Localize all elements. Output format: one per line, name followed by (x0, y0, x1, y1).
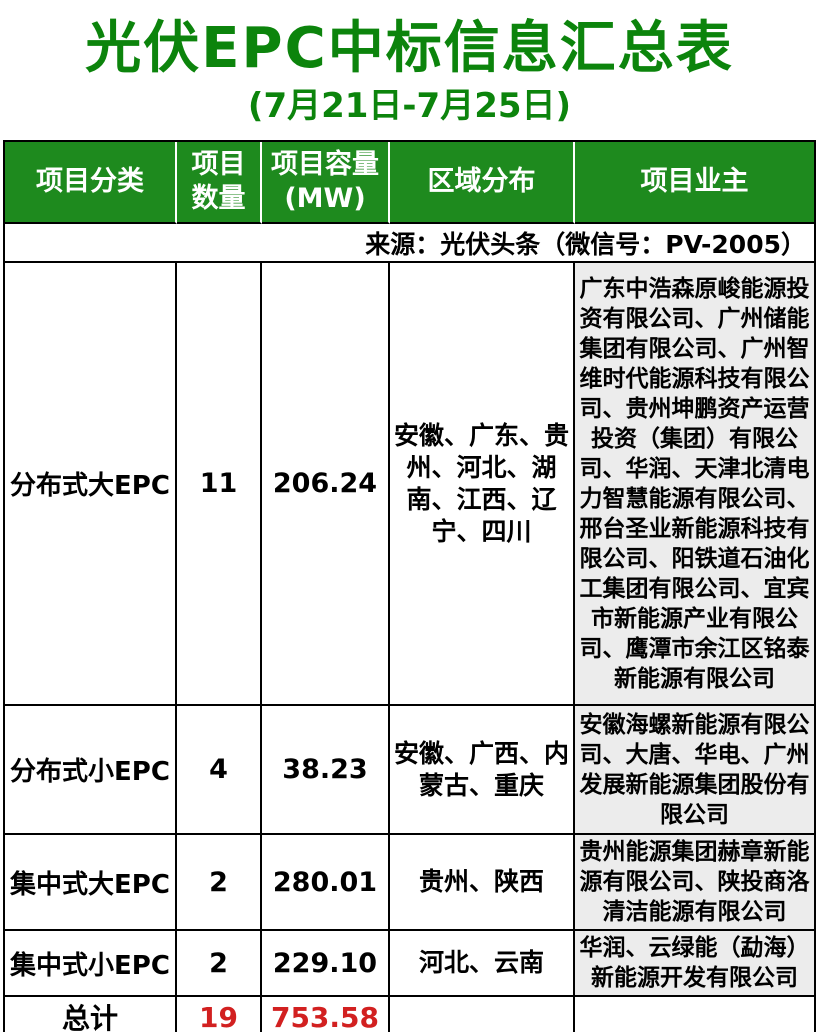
col-header-regions: 区域分布 (390, 142, 575, 224)
col-header-capacity-line1: 项目容量 (271, 149, 379, 180)
page-title: 光伏EPC中标信息汇总表 (85, 16, 734, 81)
cell-capacity: 280.01 (262, 835, 390, 931)
total-capacity: 753.58 (262, 997, 390, 1032)
cell-count: 11 (177, 263, 262, 706)
cell-category: 分布式小EPC (5, 706, 177, 835)
cell-category: 集中式大EPC (5, 835, 177, 931)
header-row: 项目分类 项目 数量 项目容量 (MW) 区域分布 项目业主 (5, 142, 814, 224)
table-row-centralized-large-epc: 集中式大EPC 2 280.01 贵州、陕西 贵州能源集团赫章新能源有限公司、陕… (5, 835, 814, 931)
col-header-category: 项目分类 (5, 142, 177, 224)
total-owners-empty (575, 997, 814, 1032)
col-header-count: 项目 数量 (177, 142, 262, 224)
cell-count: 2 (177, 835, 262, 931)
cell-regions: 安徽、广东、贵州、河北、湖南、江西、辽宁、四川 (390, 263, 575, 706)
source-row: 来源：光伏头条（微信号：PV-2005） (5, 224, 814, 263)
cell-category: 分布式大EPC (5, 263, 177, 706)
col-header-owners: 项目业主 (575, 142, 814, 224)
cell-capacity: 206.24 (262, 263, 390, 706)
epc-summary-table: 项目分类 项目 数量 项目容量 (MW) 区域分布 项目业主 来源：光伏头条（微… (3, 140, 816, 1032)
cell-owners: 广东中浩森原峻能源投资有限公司、广州储能集团有限公司、广州智维时代能源科技有限公… (575, 263, 814, 706)
col-header-capacity: 项目容量 (MW) (262, 142, 390, 224)
total-count: 19 (177, 997, 262, 1032)
cell-capacity: 38.23 (262, 706, 390, 835)
cell-count: 2 (177, 931, 262, 997)
table-row-centralized-small-epc: 集中式小EPC 2 229.10 河北、云南 华润、云绿能（勐海）新能源开发有限… (5, 931, 814, 997)
date-range-subtitle: (7月21日-7月25日) (247, 86, 572, 126)
col-header-capacity-line2: (MW) (284, 183, 366, 214)
total-label: 总计 (5, 997, 177, 1032)
cell-category: 集中式小EPC (5, 931, 177, 997)
cell-regions: 贵州、陕西 (390, 835, 575, 931)
cell-owners: 安徽海螺新能源有限公司、大唐、华电、广州发展新能源集团股份有限公司 (575, 706, 814, 835)
cell-owners: 贵州能源集团赫章新能源有限公司、陕投商洛清洁能源有限公司 (575, 835, 814, 931)
total-regions-empty (390, 997, 575, 1032)
table-row-distributed-large-epc: 分布式大EPC 11 206.24 安徽、广东、贵州、河北、湖南、江西、辽宁、四… (5, 263, 814, 706)
cell-regions: 安徽、广西、内蒙古、重庆 (390, 706, 575, 835)
cell-count: 4 (177, 706, 262, 835)
cell-capacity: 229.10 (262, 931, 390, 997)
table-row-distributed-small-epc: 分布式小EPC 4 38.23 安徽、广西、内蒙古、重庆 安徽海螺新能源有限公司… (5, 706, 814, 835)
cell-regions: 河北、云南 (390, 931, 575, 997)
total-row: 总计 19 753.58 (5, 997, 814, 1032)
cell-owners: 华润、云绿能（勐海）新能源开发有限公司 (575, 931, 814, 997)
col-header-count-line2: 数量 (191, 183, 246, 214)
source-note: 来源：光伏头条（微信号：PV-2005） (5, 224, 814, 263)
col-header-count-line1: 项目 (191, 149, 246, 180)
